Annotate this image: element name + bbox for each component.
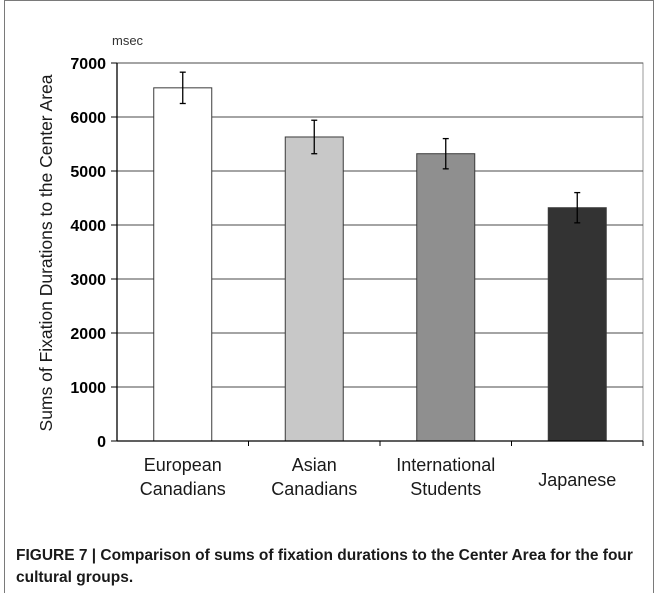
bar xyxy=(416,153,476,442)
axis-layer: 0 1000 2000 3000 4000 5000 6000 7000 European Can… xyxy=(70,56,644,499)
bar xyxy=(153,87,213,442)
y-tick-label: 5000 xyxy=(70,164,106,181)
y-tick-label: 4000 xyxy=(70,218,106,235)
unit-label: msec xyxy=(112,33,144,48)
y-tick-label: 0 xyxy=(97,434,106,451)
bar-chart: 0 1000 2000 3000 4000 5000 6000 7000 European Can… xyxy=(36,33,644,499)
y-tick-label: 3000 xyxy=(70,272,106,289)
bars-layer xyxy=(153,71,607,442)
x-tick-label: Asian Canadians xyxy=(271,455,357,499)
y-tick-label: 2000 xyxy=(70,326,106,343)
y-tick-label: 6000 xyxy=(70,110,106,127)
figure-frame xyxy=(4,0,654,593)
x-tick-label: European Canadians xyxy=(140,455,226,499)
bar xyxy=(547,207,607,442)
x-tick-label: International Students xyxy=(396,455,495,499)
y-tick-label: 7000 xyxy=(70,56,106,73)
y-axis-title: Sums of Fixation Durations to the Center… xyxy=(36,74,56,431)
bar xyxy=(284,136,344,442)
y-tick-label: 1000 xyxy=(70,380,106,397)
figure-caption: FIGURE 7 | Comparison of sums of fixatio… xyxy=(16,547,633,586)
x-tick-label: Japanese xyxy=(538,470,616,490)
